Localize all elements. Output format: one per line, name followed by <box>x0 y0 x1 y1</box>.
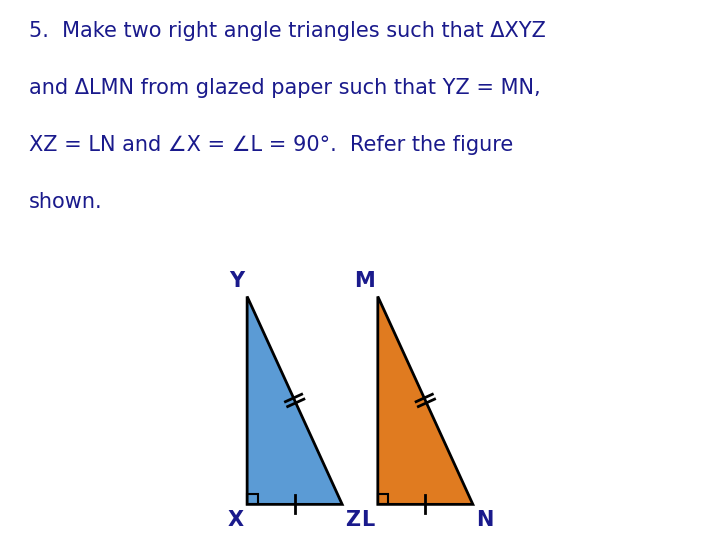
Polygon shape <box>247 296 342 504</box>
Text: M: M <box>354 271 375 291</box>
Text: and ΔLMN from glazed paper such that YZ = MN,: and ΔLMN from glazed paper such that YZ … <box>29 78 541 98</box>
Polygon shape <box>378 296 473 504</box>
Text: Z: Z <box>345 510 360 530</box>
Bar <box>247 494 258 504</box>
Text: shown.: shown. <box>29 192 102 212</box>
Text: X: X <box>228 510 244 530</box>
Text: N: N <box>476 510 493 530</box>
Text: 5.  Make two right angle triangles such that ΔXYZ: 5. Make two right angle triangles such t… <box>29 21 546 40</box>
Bar <box>378 494 388 504</box>
Text: XZ = LN and ∠X = ∠L = 90°.  Refer the figure: XZ = LN and ∠X = ∠L = 90°. Refer the fig… <box>29 135 513 155</box>
Text: L: L <box>361 510 375 530</box>
Text: Y: Y <box>229 271 244 291</box>
